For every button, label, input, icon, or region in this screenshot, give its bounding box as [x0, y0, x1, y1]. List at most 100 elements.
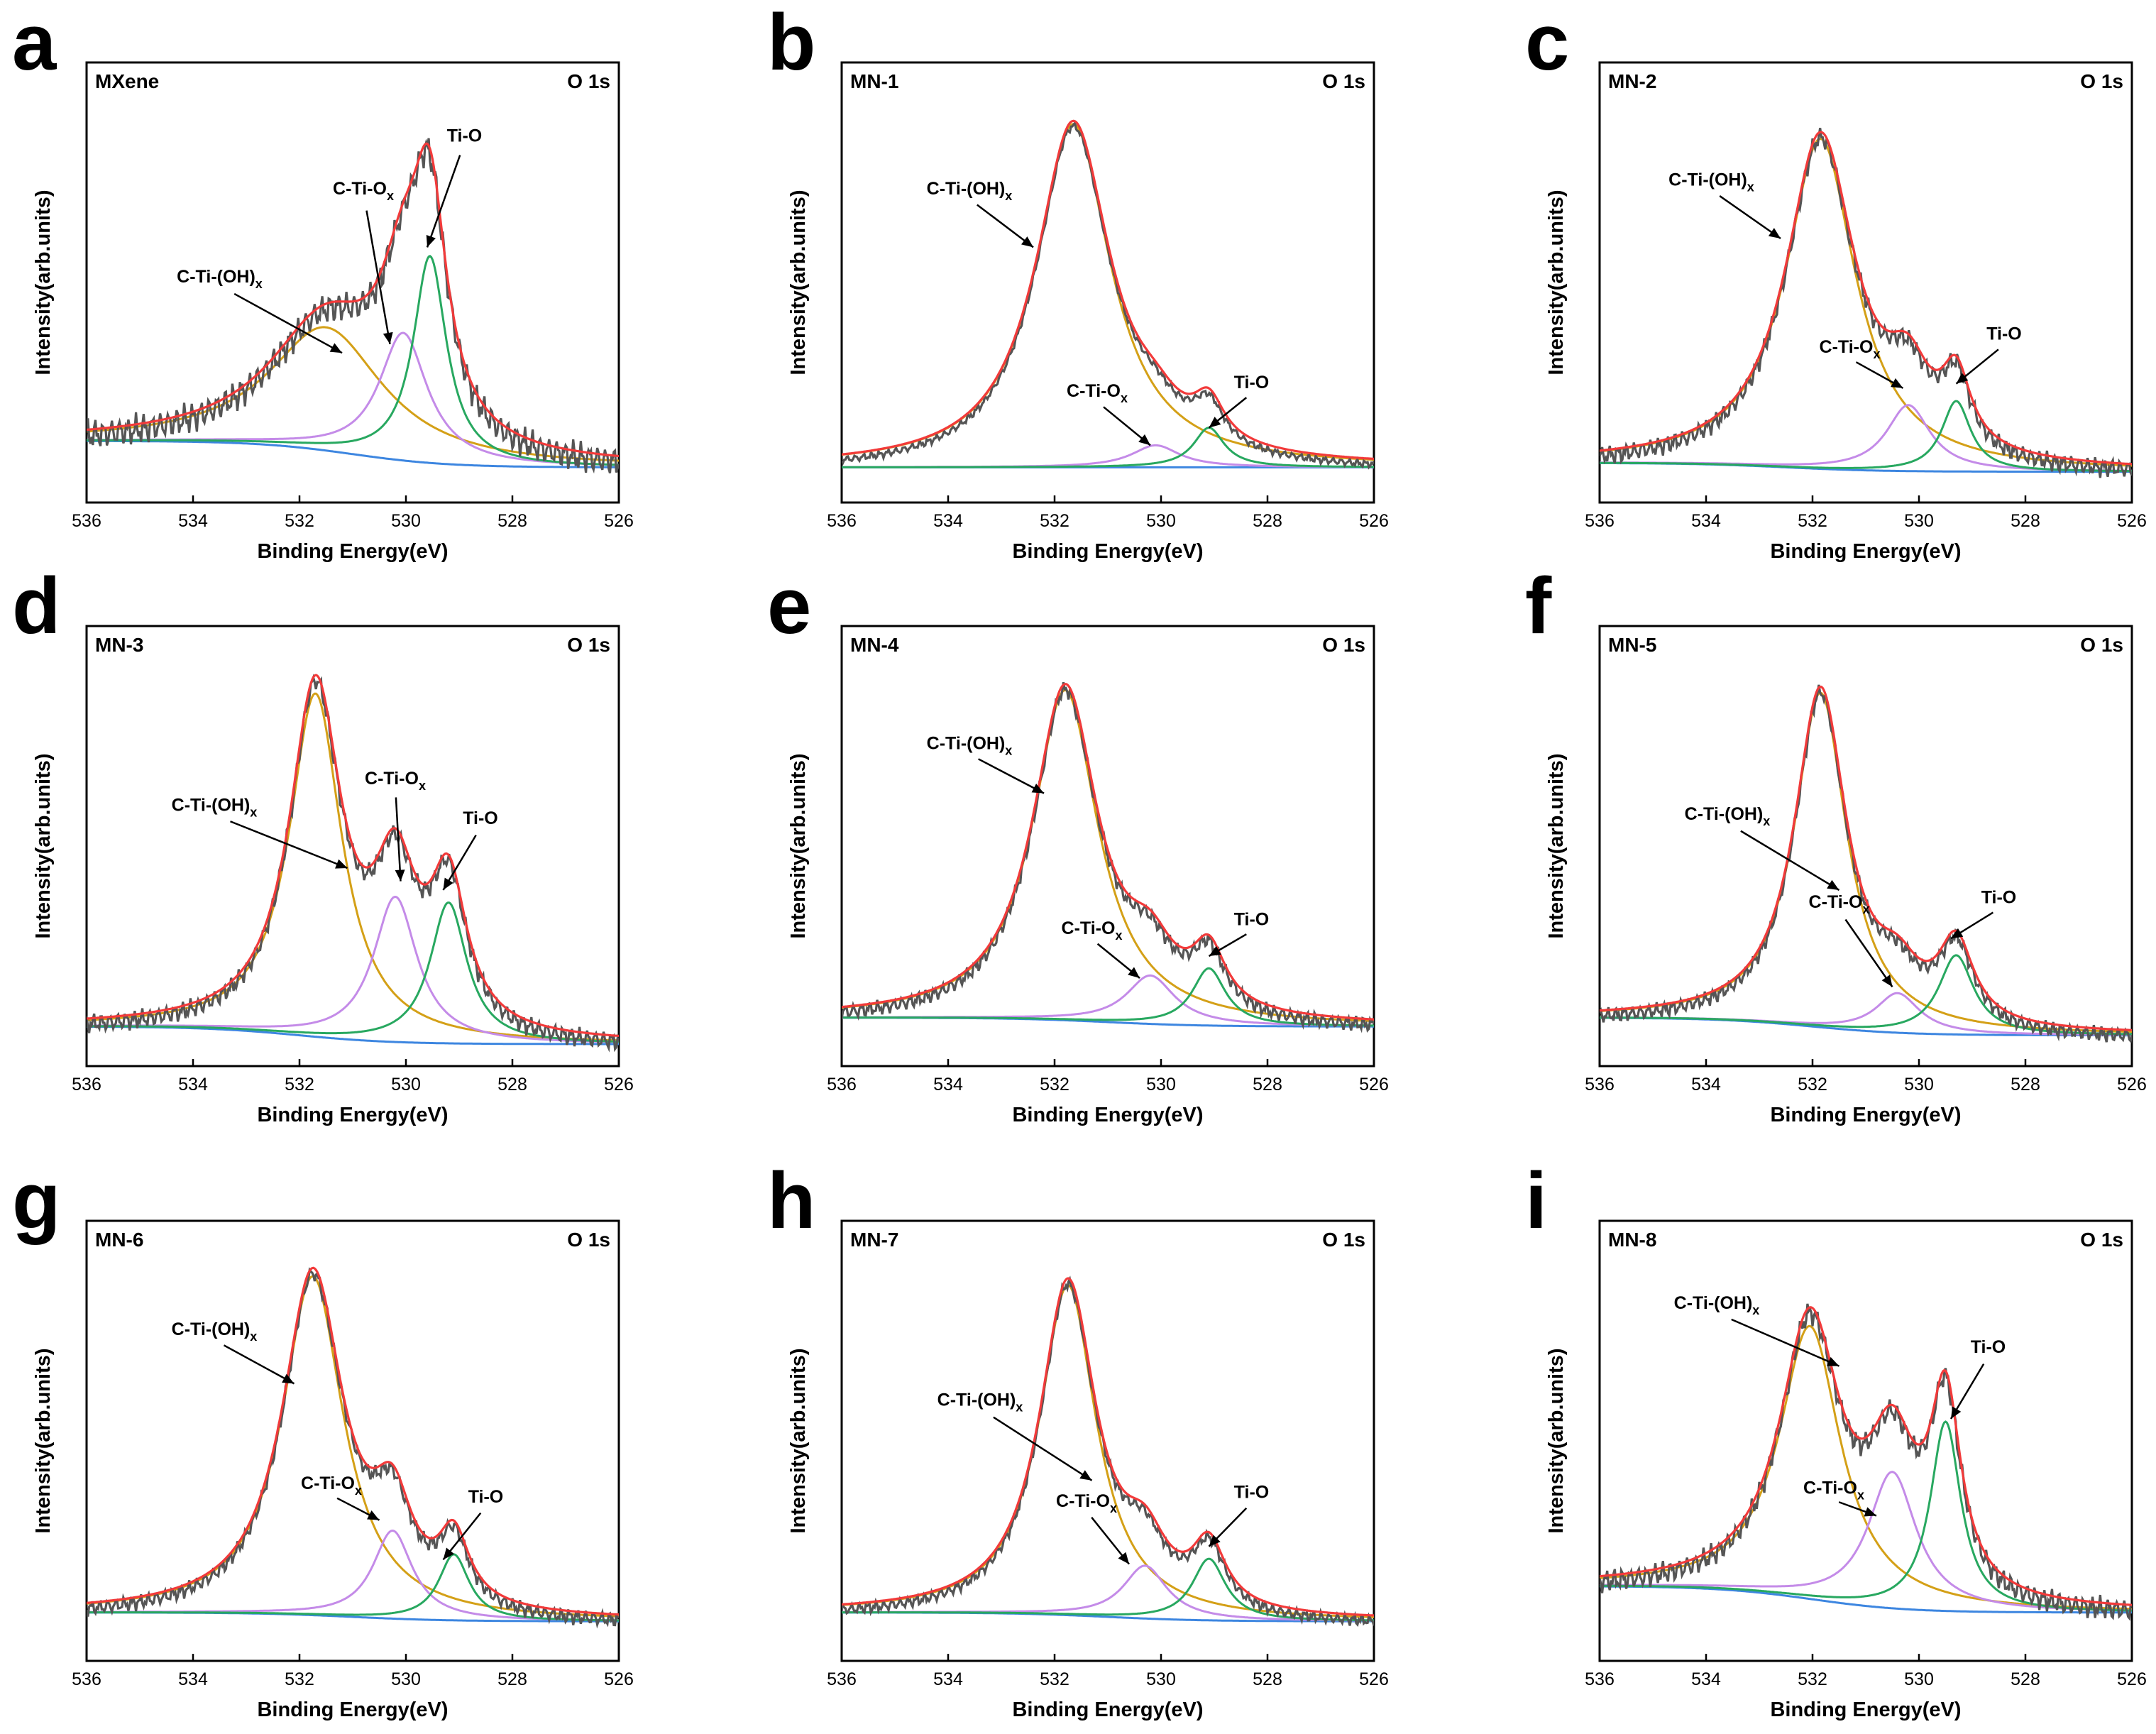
x-axis-label: Binding Energy(eV) — [1012, 1699, 1203, 1721]
x-tick-label: 530 — [1904, 1075, 1934, 1094]
envelope-curve — [87, 142, 619, 458]
panel-letter-c: c — [1525, 0, 1569, 87]
plot-frame — [1598, 61, 2133, 504]
annotation-arrow — [223, 1344, 295, 1385]
envelope-curve — [842, 683, 1374, 1021]
envelope-curve — [842, 119, 1374, 460]
x-tick-label: 532 — [1798, 1075, 1827, 1094]
sample-name: MN-7 — [850, 1229, 898, 1251]
x-tick-label: 536 — [827, 1075, 857, 1094]
peak-ti-o-curve — [87, 901, 619, 1043]
x-tick-label: 532 — [1798, 511, 1827, 531]
x-axis-label: Binding Energy(eV) — [1770, 1104, 1961, 1126]
peak-annotation: C-Ti-Ox — [1062, 918, 1123, 943]
annotation-arrow — [1844, 918, 1893, 988]
y-axis-label: Intensity(arb.units) — [1545, 753, 1568, 938]
annotation-arrow — [993, 1416, 1093, 1481]
annotation-arrow — [426, 155, 461, 248]
x-tick-label: 532 — [285, 1669, 314, 1689]
annotation-arrow — [230, 821, 348, 869]
panel-g: g 536 534 532 530 528 526 Binding Energy(eV) Int… — [12, 1156, 634, 1721]
annotation-arrow — [1731, 1318, 1839, 1367]
plot-frame — [1598, 1219, 2133, 1662]
panel-e: e 536 534 532 530 528 526 Binding Energy(eV) Int… — [767, 561, 1389, 1126]
x-tick-label: 536 — [827, 1669, 857, 1689]
arrow-head — [1951, 1406, 1962, 1419]
arrow-head — [1881, 975, 1893, 987]
peak-annotation: C-Ti-Ox — [1056, 1491, 1117, 1515]
peak-annotation: C-Ti-(OH)x — [937, 1390, 1023, 1414]
curves — [87, 1266, 619, 1629]
peak-ti-o-curve — [1600, 400, 2132, 473]
x-tick-label: 536 — [72, 511, 101, 531]
y-axis-label: Intensity(arb.units) — [787, 1348, 810, 1533]
region-label: O 1s — [2080, 634, 2123, 656]
x-tick-label: 534 — [933, 511, 963, 531]
arrow-head — [383, 331, 393, 344]
peak-annotation: C-Ti-(OH)x — [172, 795, 258, 819]
curves — [1600, 1303, 2132, 1621]
region-label: O 1s — [2080, 70, 2123, 92]
peak-ti-o-curve — [1600, 1420, 2132, 1612]
x-tick-label: 532 — [1040, 511, 1069, 531]
x-tick-label: 534 — [1691, 511, 1721, 531]
panel-letter-e: e — [767, 561, 811, 650]
x-tick-label: 536 — [1585, 511, 1615, 531]
peak-annotation: Ti-O — [447, 126, 483, 146]
x-tick-label: 526 — [604, 1075, 634, 1094]
raw-data-curve — [1600, 684, 2132, 1044]
envelope-curve — [87, 1266, 619, 1616]
arrow-head — [1209, 417, 1221, 428]
raw-data-curve — [87, 674, 619, 1053]
x-tick-label: 534 — [1691, 1075, 1721, 1094]
arrow-head — [282, 1373, 295, 1384]
arrow-head — [1031, 783, 1044, 794]
peak-annotation: C-Ti-Ox — [1803, 1478, 1864, 1502]
arrow-head — [395, 869, 405, 882]
peak-annotation: C-Ti-(OH)x — [1685, 804, 1771, 828]
x-tick-label: 534 — [178, 1669, 208, 1689]
background-curve — [87, 439, 619, 468]
x-tick-label: 530 — [1904, 511, 1934, 531]
x-tick-label: 528 — [1253, 1075, 1282, 1094]
envelope-curve — [842, 1277, 1374, 1617]
x-axis-label: Binding Energy(eV) — [257, 1104, 448, 1126]
y-axis-label: Intensity(arb.units) — [787, 190, 810, 375]
sample-name: MXene — [95, 70, 159, 92]
arrow-head — [1209, 1535, 1221, 1547]
peak-annotation: C-Ti-(OH)x — [1674, 1293, 1760, 1317]
region-label: O 1s — [567, 634, 610, 656]
plot-frame — [85, 625, 620, 1068]
x-tick-label: 526 — [1359, 1075, 1389, 1094]
plot-frame — [840, 625, 1375, 1068]
x-tick-label: 530 — [391, 511, 421, 531]
raw-data-curve — [842, 681, 1374, 1033]
arrow-head — [1118, 1552, 1129, 1564]
sample-name: MN-5 — [1608, 634, 1656, 656]
arrow-head — [1956, 373, 1969, 384]
x-tick-label: 528 — [497, 1075, 527, 1094]
panel-letter-f: f — [1525, 561, 1552, 650]
x-axis-label: Binding Energy(eV) — [1770, 540, 1961, 563]
panel-letter-a: a — [12, 0, 57, 87]
peak-annotation: C-Ti-(OH)x — [172, 1319, 258, 1344]
envelope-curve — [1600, 1306, 2132, 1606]
arrow-head — [367, 1510, 380, 1520]
peak-annotation: C-Ti-(OH)x — [927, 179, 1013, 203]
region-label: O 1s — [1322, 70, 1365, 92]
sample-name: MN-3 — [95, 634, 143, 656]
x-tick-label: 528 — [497, 1669, 527, 1689]
sample-name: MN-4 — [850, 634, 899, 656]
x-tick-label: 528 — [497, 511, 527, 531]
raw-data-curve — [1600, 128, 2132, 478]
peak-c-ti-oh-curve — [1600, 691, 2132, 1033]
arrow-head — [1951, 928, 1964, 939]
arrow-head — [1864, 1507, 1876, 1517]
raw-data-curve — [842, 120, 1374, 470]
x-tick-label: 532 — [285, 511, 314, 531]
x-tick-label: 534 — [1691, 1669, 1721, 1689]
y-axis-label: Intensity(arb.units) — [1545, 190, 1568, 375]
curves — [842, 119, 1374, 470]
annotation-arrow — [365, 210, 391, 345]
